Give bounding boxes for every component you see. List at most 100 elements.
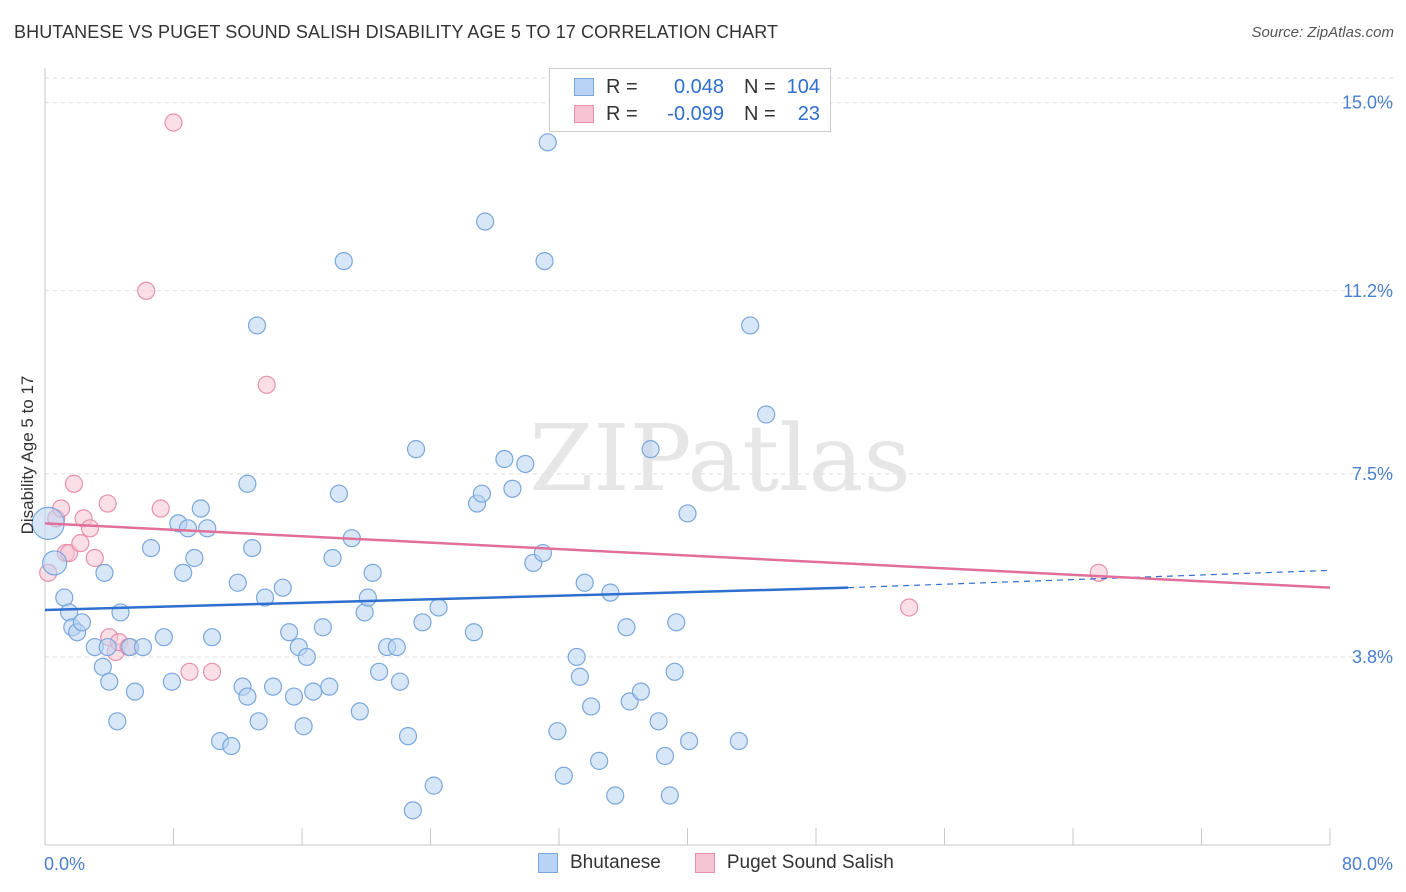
data-point: [606, 786, 625, 805]
data-point: [516, 454, 535, 474]
x-tick-label: 0.0%: [44, 854, 85, 874]
data-point: [554, 766, 573, 785]
data-point: [631, 682, 651, 701]
chart-title: BHUTANESE VS PUGET SOUND SALISH DISABILI…: [14, 22, 779, 42]
data-point: [64, 474, 84, 493]
data-point: [387, 637, 406, 657]
data-point: [80, 519, 100, 538]
data-point: [164, 113, 183, 132]
data-point: [741, 316, 760, 335]
data-point: [255, 588, 275, 607]
data-point: [98, 637, 117, 657]
legend-r-value: 0.048: [673, 75, 724, 98]
series-swatch-blue: [538, 853, 558, 873]
series-legend-bhutanese: Bhutanese: [538, 852, 661, 874]
data-point: [151, 499, 170, 518]
data-point: [247, 316, 267, 335]
y-axis-label: Disability Age 5 to 17: [18, 376, 37, 535]
data-point: [257, 375, 276, 394]
x-tick-labels: 0.0% 80.0%: [44, 854, 1393, 874]
data-point: [370, 662, 389, 681]
data-point: [263, 677, 283, 696]
data-point: [125, 682, 145, 701]
data-point: [108, 712, 127, 731]
data-point: [71, 534, 90, 553]
data-point: [398, 727, 418, 746]
data-point: [273, 578, 292, 597]
data-point: [406, 440, 426, 459]
legend-n-value: 23: [797, 102, 820, 125]
y-tick-label: 3.8%: [1352, 647, 1393, 667]
data-point: [403, 801, 422, 820]
series-swatch-pink: [694, 853, 715, 873]
data-point: [154, 628, 173, 647]
data-point: [162, 672, 181, 691]
data-point: [655, 746, 675, 766]
data-point: [617, 618, 636, 637]
puget-sound-salish-trend-line: [44, 522, 1331, 589]
data-point: [238, 474, 257, 493]
data-point: [601, 583, 620, 602]
data-point: [280, 623, 299, 642]
data-point: [284, 687, 304, 706]
y-tick-labels: 3.8% 7.5% 11.2% 15.0%: [1342, 93, 1393, 667]
data-point: [174, 563, 193, 582]
data-point: [297, 647, 316, 667]
data-point: [464, 623, 483, 642]
data-point: [570, 667, 589, 686]
data-point: [424, 776, 443, 795]
data-point: [238, 687, 257, 706]
data-point: [191, 499, 210, 518]
data-point: [649, 712, 668, 731]
data-point: [757, 405, 776, 424]
data-point: [320, 677, 339, 696]
watermark: ZIPatlas: [529, 405, 910, 512]
data-point: [141, 538, 161, 558]
data-point: [198, 519, 217, 538]
series-legend-puget-sound-salish: Puget Sound Salish: [694, 852, 894, 874]
data-point: [538, 133, 557, 152]
data-point: [72, 613, 92, 632]
series-label-puget-sound-salish: Puget Sound Salish: [726, 852, 894, 873]
data-point: [678, 504, 697, 523]
legend-swatch-blue: [574, 78, 594, 96]
data-point: [575, 573, 594, 592]
data-point: [413, 613, 432, 632]
data-point: [641, 440, 660, 459]
data-point: [323, 548, 342, 568]
data-point: [334, 251, 353, 271]
data-point: [660, 786, 679, 805]
data-point: [358, 588, 377, 607]
grid-lines: [45, 77, 1395, 658]
data-point: [667, 613, 686, 632]
data-point: [95, 563, 114, 582]
legend-r-value: -0.099: [667, 102, 724, 125]
legend-swatch-pink: [574, 105, 594, 123]
data-point: [304, 682, 323, 701]
data-point: [472, 484, 491, 503]
data-point: [390, 672, 410, 691]
data-point: [98, 494, 117, 513]
data-point: [429, 598, 448, 617]
legend-row-bhutanese: R = 0.048 N = 104: [550, 74, 820, 100]
data-point: [202, 628, 222, 647]
data-point: [249, 712, 268, 731]
data-point: [495, 449, 514, 469]
axes: [44, 68, 1331, 846]
data-point: [548, 722, 567, 741]
data-point: [313, 618, 332, 637]
data-point: [567, 647, 586, 667]
data-point: [85, 548, 104, 568]
x-tick-label: 80.0%: [1342, 854, 1393, 874]
data-point: [582, 697, 601, 716]
series-label-bhutanese: Bhutanese: [570, 852, 661, 873]
y-tick-label: 15.0%: [1342, 93, 1393, 113]
legend-n-label: N =: [744, 102, 776, 125]
correlation-legend: R = 0.048 N = 104 R = -0.099 N = 23: [549, 68, 831, 132]
y-tick-label: 11.2%: [1343, 281, 1393, 301]
data-point: [503, 479, 522, 498]
legend-n-label: N =: [744, 75, 776, 98]
legend-r-label: R =: [606, 102, 638, 125]
data-point: [476, 212, 495, 231]
